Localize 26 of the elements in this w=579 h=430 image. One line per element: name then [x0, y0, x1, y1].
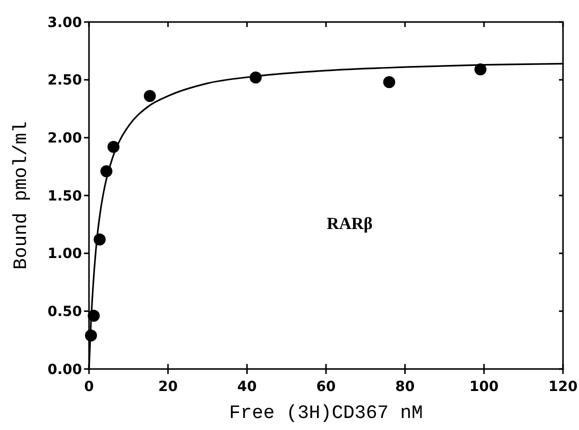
point — [107, 140, 120, 153]
point — [144, 90, 156, 102]
x-axis-title: Free (3H)CD367 nM — [229, 402, 423, 424]
point — [88, 310, 100, 322]
y-tick-label: 2.00 — [47, 130, 82, 147]
y-axis-title: Bound pmol/ml — [10, 121, 32, 270]
y-tick-label: 3.00 — [47, 14, 82, 31]
point — [250, 72, 262, 84]
x-tick-label: 0 — [84, 379, 94, 395]
point — [474, 63, 486, 76]
x-tick-label: 100 — [469, 379, 499, 395]
point — [383, 76, 396, 88]
x-tick-label: 80 — [395, 379, 415, 395]
y-tick-label: 1.00 — [47, 246, 82, 262]
point — [100, 165, 112, 178]
x-tick-label: 20 — [158, 379, 178, 395]
y-tick-label: 1.50 — [47, 188, 82, 204]
y-tick-label: 0.50 — [47, 304, 82, 320]
x-tick-label: 40 — [237, 379, 257, 395]
point — [94, 233, 106, 246]
annotation: RARβ — [326, 214, 373, 234]
point — [84, 329, 97, 342]
y-tick-label: 2.50 — [47, 72, 82, 89]
y-tick-label: 0.00 — [47, 362, 82, 378]
x-tick-label: 60 — [316, 379, 336, 395]
x-tick-label: 120 — [548, 379, 578, 395]
